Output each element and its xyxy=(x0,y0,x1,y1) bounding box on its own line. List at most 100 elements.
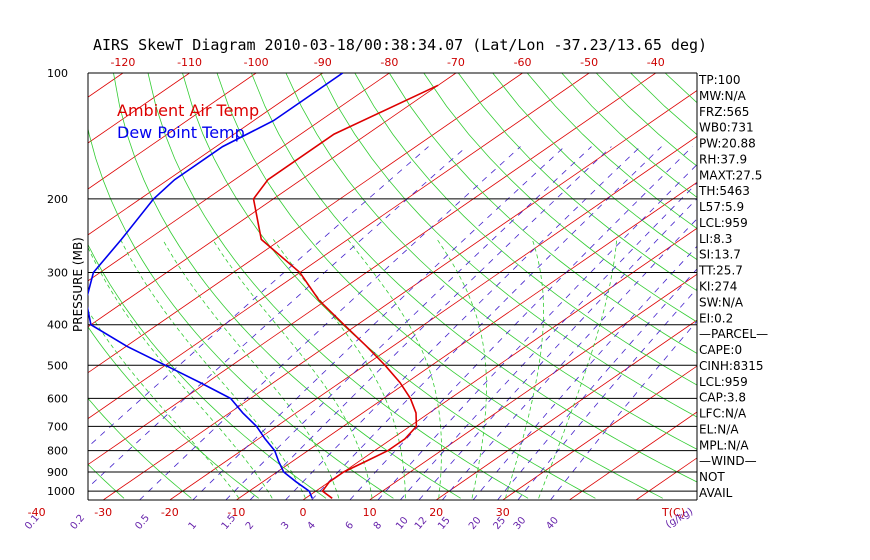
mixing-ratio-tick-label: 0.5 xyxy=(133,513,152,532)
dry-adiabat-line xyxy=(88,397,192,499)
dry-adiabat-line xyxy=(88,326,259,499)
dry-adiabat-line xyxy=(492,73,697,261)
moist-adiabat-line xyxy=(212,239,373,499)
top-temp-tick-label: -100 xyxy=(244,56,269,69)
bottom-temp-tick-label: -30 xyxy=(94,506,112,519)
top-temp-tick-label: -110 xyxy=(177,56,202,69)
top-temp-tick-label: -120 xyxy=(110,56,135,69)
moist-adiabat-line xyxy=(162,239,340,499)
legend-ambient-temp: Ambient Air Temp xyxy=(117,101,259,120)
isotherm-line xyxy=(302,227,697,500)
mixing-ratio-tick-label: 40 xyxy=(544,515,561,532)
index-label: LCL:959 xyxy=(699,375,748,389)
bottom-temp-tick-label: 30 xyxy=(496,506,510,519)
index-label: SI:13.7 xyxy=(699,248,741,262)
isotherm-line xyxy=(88,73,390,282)
top-temp-tick-label: -80 xyxy=(380,56,398,69)
index-label: NOT xyxy=(699,470,725,484)
isotherm-line xyxy=(88,73,457,328)
dry-adiabat-line xyxy=(0,73,57,498)
mixing-ratio-line xyxy=(349,146,693,500)
index-label: L57:5.9 xyxy=(699,200,744,214)
moist-adiabat-line xyxy=(272,239,406,499)
pressure-tick-label: 100 xyxy=(47,67,68,80)
moist-adiabat-line xyxy=(504,239,545,499)
pressure-tick-label: 200 xyxy=(47,193,68,206)
index-label: WB0:731 xyxy=(699,121,754,135)
mixing-ratio-line xyxy=(311,146,662,500)
index-label: MPL:N/A xyxy=(699,438,749,452)
index-label: PW:20.88 xyxy=(699,137,756,151)
mixing-ratio-tick-label: 1 xyxy=(187,520,200,532)
bottom-temp-tick-label: -20 xyxy=(161,506,179,519)
dry-adiabat-line xyxy=(769,73,870,498)
dry-adiabat-line xyxy=(423,73,697,323)
index-label: CAP:3.8 xyxy=(699,391,746,405)
bottom-temp-tick-label: -10 xyxy=(227,506,245,519)
top-temp-tick-label: -40 xyxy=(647,56,665,69)
pressure-tick-label: 600 xyxy=(47,392,68,405)
index-label: CAPE:0 xyxy=(699,343,742,357)
index-label: LFC:N/A xyxy=(699,407,747,421)
dry-adiabat-line xyxy=(354,73,697,386)
isotherm-line xyxy=(88,73,656,466)
dry-adiabat-line xyxy=(251,73,697,483)
mixing-ratio-line xyxy=(88,146,429,448)
mixing-ratio-tick-label: 4 xyxy=(305,520,318,532)
isotherm-line xyxy=(88,73,323,236)
pressure-tick-label: 500 xyxy=(47,359,68,372)
mixing-ratio-line xyxy=(497,268,697,500)
index-label: TP:100 xyxy=(698,73,741,87)
index-label: LI:8.3 xyxy=(699,232,732,246)
temperature-unit-label: T(C) xyxy=(661,506,685,519)
chart-title: AIRS SkewT Diagram 2010-03-18/00:38:34.0… xyxy=(92,36,708,54)
top-temp-tick-label: -50 xyxy=(580,56,598,69)
dry-adiabat-line xyxy=(216,73,663,499)
index-label: KI:274 xyxy=(699,280,737,294)
dry-adiabat-line xyxy=(88,243,327,499)
pressure-tick-label: 1000 xyxy=(47,485,75,498)
index-label: —WIND— xyxy=(699,454,757,468)
moist-adiabat-line xyxy=(347,239,442,499)
index-label: AVAIL xyxy=(699,486,733,500)
mixing-ratio-tick-label: 30 xyxy=(512,515,529,532)
isotherm-line xyxy=(502,365,697,500)
moist-adiabat-line xyxy=(88,246,273,499)
index-label: RH:37.9 xyxy=(699,152,747,166)
index-label: MW:N/A xyxy=(699,89,747,103)
dry-adiabat-line xyxy=(182,73,596,499)
mixing-ratio-tick-label: 3 xyxy=(279,520,292,532)
dry-adiabat-line xyxy=(320,73,697,418)
mixing-ratio-line xyxy=(192,146,565,500)
moist-adiabat-line xyxy=(538,239,618,499)
mixing-ratio-tick-label: 10 xyxy=(394,515,411,532)
top-temp-tick-label: -60 xyxy=(514,56,532,69)
bottom-temp-tick-label: 20 xyxy=(429,506,443,519)
mixing-ratio-tick-label: 8 xyxy=(372,520,385,532)
bottom-temp-tick-label: 0 xyxy=(300,506,307,519)
isotherm-line xyxy=(102,89,697,500)
mixing-ratio-tick-label: 20 xyxy=(467,515,484,532)
isotherm-line xyxy=(88,73,257,190)
top-temp-tick-label: -90 xyxy=(314,56,332,69)
index-label: FRZ:565 xyxy=(699,105,749,119)
dry-adiabat-line xyxy=(803,73,870,498)
isotherm-line xyxy=(88,73,590,420)
mixing-ratio-tick-label: 6 xyxy=(344,520,357,532)
ambient-temp-line xyxy=(252,84,439,499)
index-label: EL:N/A xyxy=(699,423,739,437)
mixing-ratio-tick-label: 2 xyxy=(244,520,257,532)
isotherm-line xyxy=(369,273,697,500)
mixing-ratio-line xyxy=(249,146,612,500)
isotherm-line xyxy=(88,73,523,374)
top-temp-tick-label: -70 xyxy=(447,56,465,69)
mixing-ratio-line xyxy=(225,146,592,500)
isotherm-line xyxy=(435,319,697,500)
index-label: EI:0.2 xyxy=(699,311,733,325)
dry-adiabat-line xyxy=(88,463,125,499)
pressure-tick-label: 700 xyxy=(47,420,68,433)
dry-adiabat-line xyxy=(838,73,870,498)
index-label: —PARCEL— xyxy=(699,327,768,341)
pressure-tick-label: 800 xyxy=(47,445,68,458)
